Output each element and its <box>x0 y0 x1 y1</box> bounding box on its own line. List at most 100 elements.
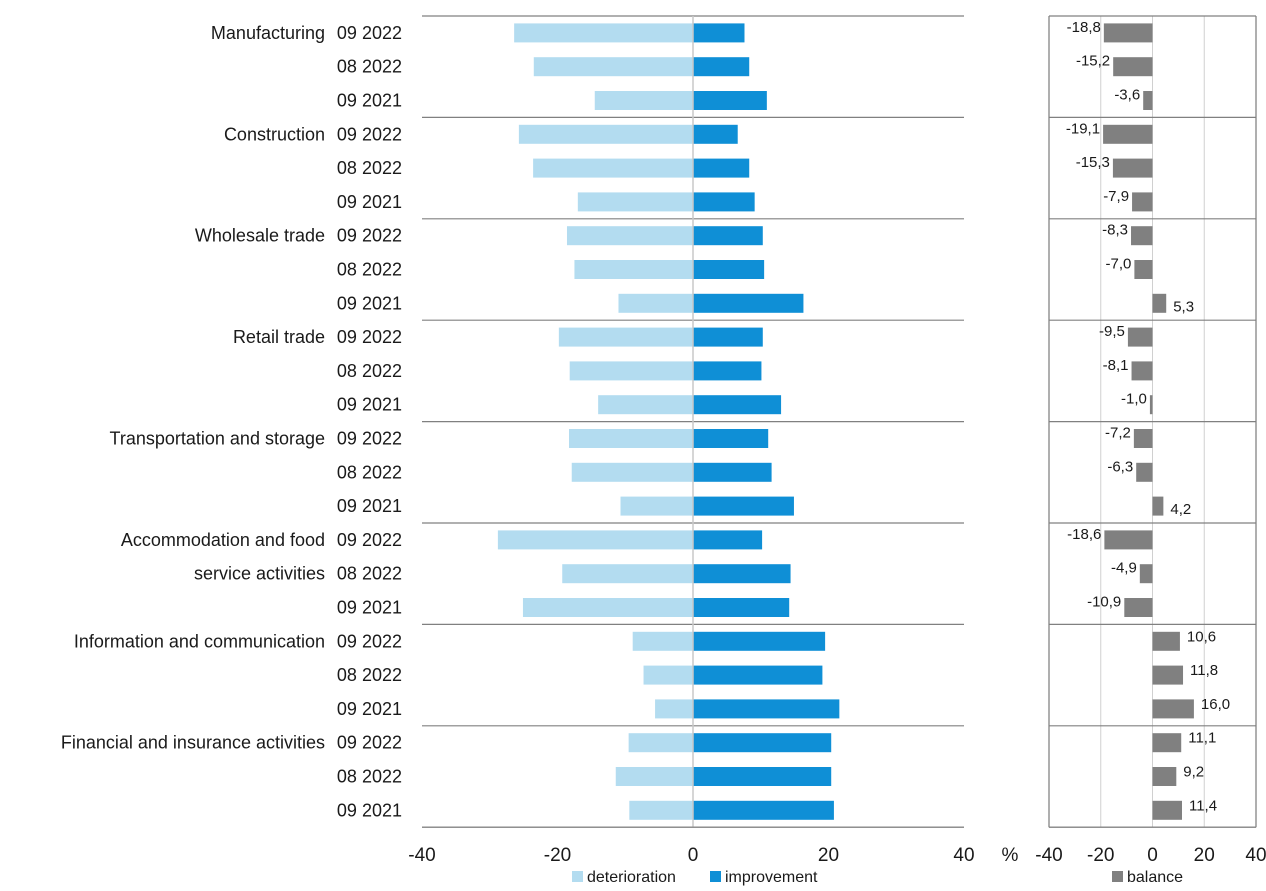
period-label: 08 2022 <box>337 767 402 787</box>
improvement-bar <box>693 158 750 178</box>
deterioration-bar <box>522 598 693 617</box>
period-label: 09 2021 <box>337 800 402 820</box>
balance-bar <box>1113 57 1153 77</box>
period-label: 08 2022 <box>337 260 402 280</box>
balance-data-label: -6,3 <box>1107 458 1133 475</box>
balance-bar <box>1131 361 1153 381</box>
deterioration-bar <box>577 192 693 212</box>
period-label: 09 2021 <box>337 293 402 313</box>
balance-bar <box>1139 564 1153 584</box>
deterioration-bar <box>571 462 693 482</box>
period-label: 08 2022 <box>337 665 402 685</box>
x-tick-label: 20 <box>818 845 839 866</box>
improvement-bar <box>693 260 765 279</box>
deterioration-bar <box>518 124 693 144</box>
balance-bar <box>1152 800 1182 820</box>
deterioration-bar <box>569 429 693 448</box>
balance-bar <box>1152 293 1167 313</box>
balance-data-label: -18,8 <box>1067 19 1101 36</box>
balance-x-tick-label: -20 <box>1087 845 1114 866</box>
balance-data-label: 10,6 <box>1187 628 1216 645</box>
balance-x-tick-label: 40 <box>1245 845 1266 866</box>
legend-label-improvement: improvement <box>725 869 818 886</box>
group-label: Transportation and storage <box>110 429 325 449</box>
x-tick-label: -20 <box>544 845 571 866</box>
period-label: 09 2021 <box>337 496 402 516</box>
legend-label-deterioration: deterioration <box>587 869 676 886</box>
improvement-bar <box>693 598 790 617</box>
legend-swatch-improvement <box>710 871 721 882</box>
improvement-bar <box>693 530 763 550</box>
group-label: Retail trade <box>233 327 325 347</box>
improvement-bar <box>693 395 782 415</box>
balance-data-label: 11,4 <box>1189 797 1217 814</box>
period-label: 09 2022 <box>337 631 402 651</box>
deterioration-bar <box>643 665 693 685</box>
improvement-bar <box>693 631 826 651</box>
balance-bar <box>1134 260 1153 279</box>
improvement-bar <box>693 699 840 719</box>
deterioration-bar <box>594 91 693 110</box>
balance-data-label: -15,3 <box>1076 154 1110 171</box>
balance-bar <box>1127 327 1153 347</box>
period-label: 09 2021 <box>337 598 402 618</box>
legend-label-balance: balance <box>1127 869 1183 886</box>
balance-bar <box>1103 124 1153 144</box>
x-tick-label: 40 <box>953 845 974 866</box>
balance-data-label: -7,0 <box>1106 256 1132 273</box>
deterioration-bar <box>615 767 693 786</box>
improvement-bar <box>693 767 832 786</box>
balance-bar <box>1152 496 1164 516</box>
improvement-bar <box>693 462 772 482</box>
group-label: Construction <box>224 124 325 144</box>
deterioration-bar <box>620 496 693 516</box>
group-label: Information and communication <box>74 631 325 651</box>
period-label: 09 2021 <box>337 192 402 212</box>
deterioration-bar <box>497 530 693 550</box>
period-label: 09 2022 <box>337 429 402 449</box>
balance-data-label: -7,2 <box>1105 425 1131 442</box>
deterioration-bar <box>574 260 693 279</box>
improvement-bar <box>693 564 791 584</box>
period-label: 08 2022 <box>337 158 402 178</box>
period-label: 09 2022 <box>337 23 402 43</box>
balance-bar <box>1112 158 1153 178</box>
legend-swatch-balance <box>1112 871 1123 882</box>
deterioration-bar <box>632 631 693 651</box>
deterioration-bar <box>655 699 693 719</box>
unit-label: % <box>1002 845 1019 866</box>
balance-data-label: -19,1 <box>1066 120 1100 137</box>
balance-data-label: -10,9 <box>1087 594 1121 611</box>
period-label: 09 2021 <box>337 91 402 111</box>
improvement-bar <box>693 192 755 212</box>
improvement-bar <box>693 226 763 246</box>
deterioration-bar <box>569 361 693 381</box>
deterioration-bar <box>598 395 693 415</box>
x-tick-label: -40 <box>408 845 435 866</box>
balance-data-label: -9,5 <box>1099 323 1125 340</box>
balance-x-tick-label: -40 <box>1035 845 1062 866</box>
period-label: 09 2022 <box>337 327 402 347</box>
deterioration-bar <box>514 23 693 43</box>
balance-data-label: -18,6 <box>1067 526 1101 543</box>
deterioration-bar <box>533 57 693 77</box>
balance-bar <box>1152 767 1177 786</box>
improvement-bar <box>693 327 763 347</box>
improvement-bar <box>693 361 762 381</box>
balance-data-label: 5,3 <box>1173 298 1194 315</box>
balance-data-label: 11,8 <box>1190 662 1218 679</box>
group-label: Manufacturing <box>211 23 325 43</box>
x-tick-label: 0 <box>688 845 699 866</box>
balance-bar <box>1133 429 1153 448</box>
balance-bar <box>1104 530 1153 550</box>
balance-data-label: -4,9 <box>1111 560 1137 577</box>
balance-x-tick-label: 20 <box>1194 845 1215 866</box>
period-label: 08 2022 <box>337 57 402 77</box>
improvement-bar <box>693 800 834 820</box>
improvement-bar <box>693 496 794 516</box>
improvement-bar <box>693 23 745 43</box>
balance-data-label: -7,9 <box>1103 188 1129 205</box>
balance-bar <box>1152 631 1180 651</box>
balance-bar <box>1124 598 1153 617</box>
